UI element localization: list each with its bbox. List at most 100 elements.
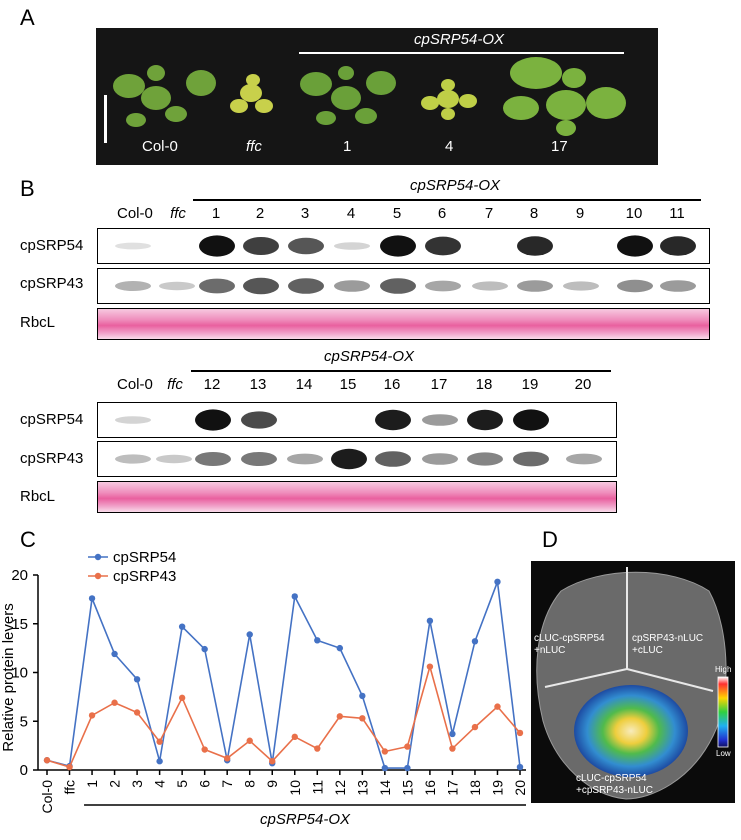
quadrant-bottom-line1: cLUC-cpSRP54 [576, 773, 647, 784]
panel-d-letter: D [542, 527, 558, 552]
blot-band [517, 280, 553, 292]
blot-band [115, 454, 151, 464]
data-point-cpSRP54 [133, 676, 141, 683]
blot-band [425, 236, 461, 256]
data-point-cpSRP54 [494, 578, 501, 586]
blot-band [241, 411, 277, 429]
x-tick-label: 17 [444, 780, 460, 796]
y-tick-label: 10 [11, 665, 28, 682]
blot-band [115, 281, 151, 291]
leaf-drawing [536, 567, 729, 800]
blot2-rbcl [97, 481, 617, 513]
quadrant-label-right: cpSRP43-nLUC +cLUC [632, 633, 703, 657]
data-point-cpSRP54 [201, 645, 208, 653]
blot-band [334, 242, 370, 250]
blot-band [195, 409, 231, 431]
quadrant-left-line2: +nLUC [534, 645, 566, 656]
blot2-lane: 14 [295, 376, 313, 393]
blot-band [425, 280, 461, 292]
plant-photo: cpSRP54-OX Col-0 ffc 1 4 17 [96, 28, 658, 165]
blot2-group-line [191, 370, 611, 372]
data-point-cpSRP54 [291, 593, 298, 600]
data-point-cpSRP43 [426, 663, 434, 670]
y-tick-label: 15 [11, 616, 28, 633]
blot-band [115, 416, 151, 424]
blot1-rbcl [97, 308, 710, 340]
series-line-cpSRP43 [46, 663, 521, 769]
panel-b-letter: B [20, 176, 35, 201]
luciferase-leaf-image: cLUC-cpSRP54 +nLUC cpSRP43-nLUC +cLUC cL… [531, 561, 735, 803]
blot1-lane: 10 [625, 205, 643, 222]
x-tick-label: 9 [264, 780, 280, 788]
blot2-lane: Col-0 [117, 376, 153, 393]
blot1-lane: 4 [346, 205, 356, 222]
y-tick-label: 5 [20, 713, 28, 730]
data-point-cpSRP54 [426, 617, 434, 625]
quadrant-left-line1: cLUC-cpSRP54 [534, 633, 605, 644]
blot2-lane: 13 [249, 376, 267, 393]
blot-band [243, 277, 279, 295]
x-tick-label: 5 [174, 780, 190, 788]
blot1-cpsrp54 [97, 228, 710, 264]
chart-group-label: cpSRP54-OX [260, 811, 351, 828]
data-point-cpSRP54 [471, 638, 479, 645]
x-tick-label: 15 [399, 780, 415, 796]
blot2-lane: 16 [383, 376, 401, 393]
x-tick-label: Col-0 [39, 780, 55, 814]
blot-band [159, 281, 195, 291]
panel-a-letter: A [20, 5, 35, 30]
blot1-lane: 2 [255, 205, 265, 222]
blot2-row-label-cpsrp43: cpSRP43 [20, 450, 84, 467]
blot1-lane: 1 [211, 205, 221, 222]
blot-band [617, 279, 653, 293]
blot2-cpsrp43 [97, 441, 617, 477]
blot2-lane: 19 [521, 376, 539, 393]
blot-band [199, 235, 235, 257]
x-tick-label: 16 [422, 780, 438, 796]
scale-high-label: High [715, 665, 732, 674]
x-tick-label: ffc [62, 780, 78, 795]
blot-band [513, 451, 549, 467]
blot2-row-label-cpsrp54: cpSRP54 [20, 411, 84, 428]
x-tick-label: 10 [287, 780, 303, 796]
data-point-cpSRP43 [178, 694, 186, 702]
blot1-lane: 7 [484, 205, 494, 222]
x-tick-label: 1 [84, 780, 100, 788]
data-point-cpSRP54 [88, 595, 96, 602]
data-point-cpSRP43 [246, 737, 253, 744]
legend-marker [94, 572, 102, 580]
blot2-lane: 12 [203, 376, 221, 393]
blot-band [422, 414, 458, 426]
blot1-row-label-cpsrp54: cpSRP54 [20, 237, 84, 254]
blot-band [199, 278, 235, 294]
y-axis-label: Relative protein levers [0, 603, 17, 751]
blot2-cpsrp43-bands [115, 448, 602, 470]
blot-band [115, 242, 151, 250]
x-tick-label: 13 [354, 780, 370, 796]
blot1-row-label-cpsrp43: cpSRP43 [20, 275, 84, 292]
x-tick-label: 18 [467, 780, 483, 796]
blot-band [467, 452, 503, 466]
blot1-cpsrp43 [97, 268, 710, 304]
y-tick-label: 0 [20, 762, 28, 779]
data-point-cpSRP54 [359, 692, 366, 700]
x-tick-label: 8 [242, 780, 258, 788]
blot2-lane: 18 [475, 376, 493, 393]
panel-c-letter: C [20, 527, 36, 552]
plant-label-4: 4 [445, 138, 454, 155]
data-point-cpSRP54 [314, 637, 321, 644]
blot1-lane: 11 [669, 205, 685, 222]
x-tick-label: 2 [107, 780, 123, 788]
blot1-lane: Col-0 [117, 205, 153, 222]
blot-band [380, 235, 416, 257]
data-point-cpSRP54 [111, 650, 118, 658]
data-point-cpSRP43 [291, 733, 298, 741]
blot2-row-label-rbcl: RbcL [20, 488, 56, 505]
blot2-cpsrp54 [97, 402, 617, 438]
blot1-row-label-rbcl: RbcL [20, 314, 56, 331]
x-tick-label: 3 [129, 780, 145, 788]
x-tick-label: 20 [512, 780, 528, 796]
blot-band [660, 280, 696, 292]
data-point-cpSRP43 [201, 746, 208, 753]
